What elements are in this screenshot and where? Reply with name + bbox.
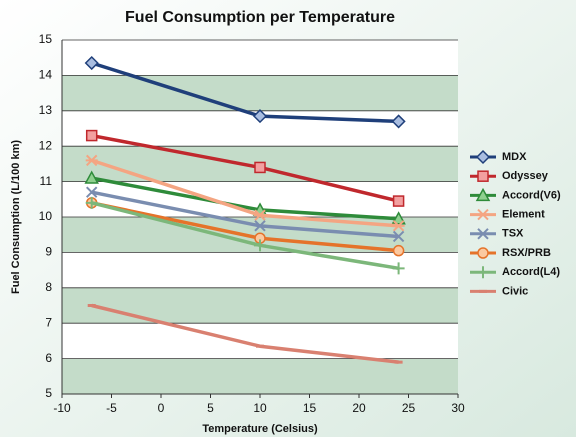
marker [477,247,489,259]
band [62,75,458,111]
marker [254,209,266,221]
marker [392,195,405,207]
x-tick-label: 15 [303,401,317,415]
y-axis-title: Fuel Consumption (L/100 km) [10,140,22,294]
band [62,40,458,76]
x-tick-label: 25 [402,401,416,415]
marker [475,149,491,165]
marker [254,220,266,232]
marker [254,239,266,252]
x-tick-label: -10 [53,401,71,415]
marker [85,196,98,209]
x-tick-label: 30 [451,401,465,415]
y-tick-label: 6 [45,351,52,365]
band [62,358,458,394]
band [62,252,458,288]
marker [392,230,405,243]
x-tick-label: 10 [253,401,267,415]
marker [85,154,98,167]
y-tick-label: 5 [45,386,52,400]
marker [477,170,489,182]
marker [254,161,266,174]
y-tick-label: 9 [45,245,52,259]
y-tick-label: 15 [39,32,53,46]
legend-label: MDX [502,151,527,163]
legend-label: Element [502,209,545,221]
band [62,323,458,359]
marker [392,244,405,257]
y-tick-label: 13 [39,103,53,117]
y-tick-label: 12 [39,138,53,152]
x-tick-label: 5 [207,401,214,415]
x-axis-title: Temperature (Celsius) [202,423,318,435]
band [62,287,458,324]
marker [477,228,489,240]
marker [85,186,98,198]
legend-label: Accord(V6) [502,189,561,201]
y-tick-label: 8 [45,280,52,294]
marker [252,109,268,124]
legend-label: TSX [502,228,524,240]
legend-label: Odyssey [502,170,549,182]
x-tick-label: 20 [352,401,366,415]
y-tick-label: 14 [39,68,53,82]
marker [477,266,489,279]
marker [85,129,98,142]
y-tick-label: 10 [39,209,53,223]
y-tick-label: 7 [45,315,52,329]
chart-title: Fuel Consumption per Temperature [125,9,395,26]
marker [392,262,405,275]
marker [392,220,405,232]
legend-label: RSX/PRB [502,247,551,259]
y-tick-label: 11 [40,174,53,188]
legend-label: Accord(L4) [502,266,560,278]
marker [477,208,489,221]
marker [475,187,491,202]
x-tick-label: -5 [106,401,117,415]
legend-label: Civic [502,285,528,297]
x-tick-label: 0 [158,401,165,415]
marker [84,170,99,184]
marker [391,211,406,225]
marker [391,114,406,129]
marker [84,55,99,71]
